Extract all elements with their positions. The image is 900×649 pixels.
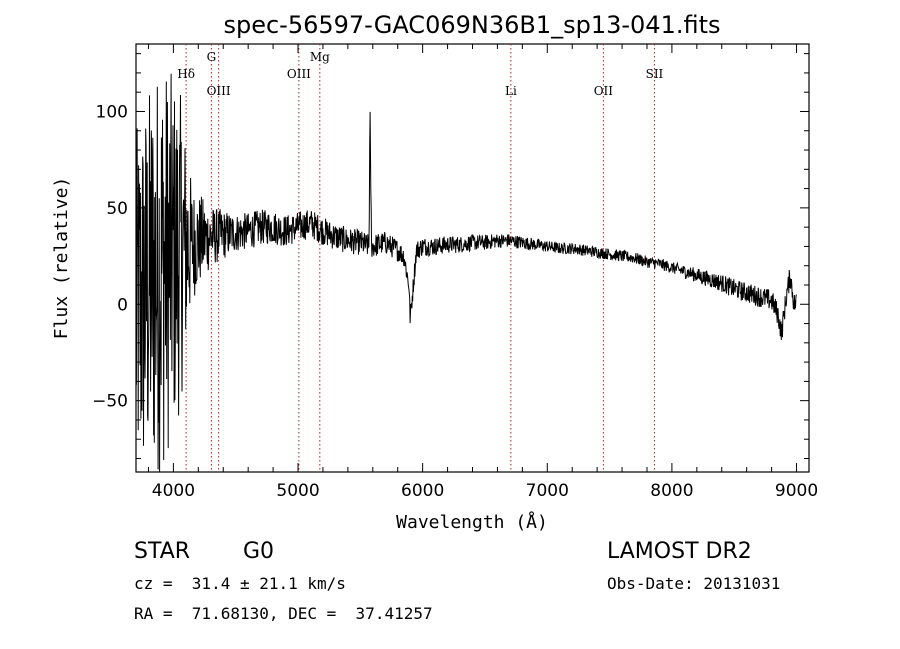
spectral-line-label: OII xyxy=(594,84,614,98)
spectral-line-markers: Hδ G OIII OIII Mg Li OII SII xyxy=(177,44,664,472)
y-tick-label: −50 xyxy=(92,392,128,412)
y-tick-label: 100 xyxy=(96,102,128,122)
plot-frame xyxy=(135,43,810,473)
redshift-velocity: cz = 31.4 ± 21.1 km/s xyxy=(134,574,346,593)
observation-date: Obs-Date: 20131031 xyxy=(607,574,781,593)
spectrum-line xyxy=(135,73,797,473)
spectral-line-label: G xyxy=(207,50,217,64)
spectral-line-label: OIII xyxy=(287,67,311,81)
x-tick-label: 6000 xyxy=(401,481,444,501)
object-class: STAR xyxy=(134,539,191,564)
x-tick-label: 7000 xyxy=(526,481,569,501)
spectral-line-label: OIII xyxy=(207,84,231,98)
spectral-line-label: Li xyxy=(505,84,517,98)
y-tick-label: 50 xyxy=(106,199,128,219)
coordinates: RA = 71.68130, DEC = 37.41257 xyxy=(134,604,433,623)
spectral-line-label: Mg xyxy=(310,50,330,64)
axis-ticks: 4000 5000 6000 7000 8000 9000 −50 0 50 100 xyxy=(92,44,818,501)
x-tick-label: 4000 xyxy=(152,481,195,501)
chart-title: spec-56597-GAC069N36B1_sp13-041.fits xyxy=(223,11,720,39)
spectral-line-label: SII xyxy=(646,67,664,81)
survey-name: LAMOST DR2 xyxy=(607,539,752,564)
x-tick-label: 8000 xyxy=(650,481,693,501)
spectral-line-label: Hδ xyxy=(177,67,195,81)
spectral-subclass: G0 xyxy=(243,539,275,564)
y-axis-label: Flux (relative) xyxy=(51,177,72,340)
x-axis-label: Wavelength (Å) xyxy=(396,511,548,533)
x-tick-label: 5000 xyxy=(276,481,319,501)
y-tick-label: 0 xyxy=(117,295,128,315)
x-tick-label: 9000 xyxy=(775,481,818,501)
